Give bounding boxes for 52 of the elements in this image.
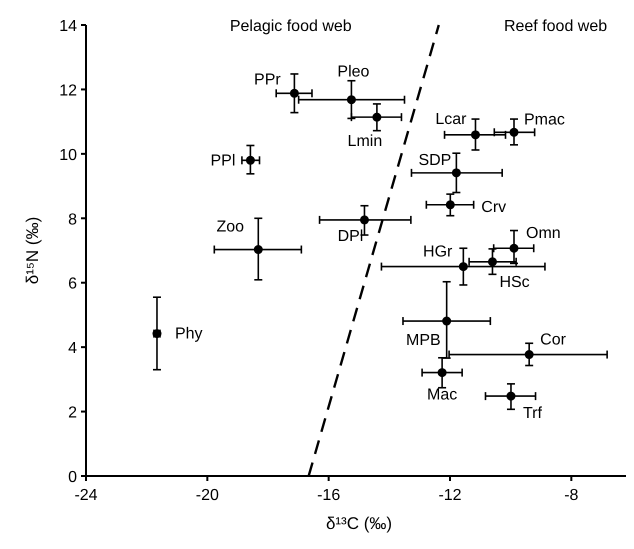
point bbox=[452, 168, 461, 178]
annotation: Phy bbox=[174, 326, 203, 343]
point bbox=[524, 350, 534, 360]
annotation: Lcar bbox=[435, 110, 468, 128]
annotation: Crv bbox=[481, 198, 506, 216]
annotation: HSc bbox=[499, 274, 530, 291]
annotation: Pmac bbox=[524, 111, 565, 128]
point bbox=[506, 392, 516, 401]
point bbox=[346, 95, 356, 104]
x-axis-title: δ¹³C (‰) bbox=[326, 514, 392, 533]
y-tick-label: 2 bbox=[68, 404, 78, 422]
y-tick-label: 8 bbox=[68, 211, 78, 228]
y-tick-label: 4 bbox=[68, 340, 78, 358]
annotation: MPB bbox=[406, 332, 441, 350]
annotation: DPl bbox=[338, 228, 364, 245]
annotation: Pelagic food web bbox=[230, 18, 352, 35]
point bbox=[446, 200, 455, 210]
y-tick-label: 6 bbox=[68, 276, 78, 293]
annotation: Lmin bbox=[348, 133, 382, 150]
y-axis-title: δ¹⁵N (‰) bbox=[23, 216, 42, 284]
x-tick-label: -20 bbox=[196, 487, 219, 504]
point bbox=[442, 316, 452, 326]
point bbox=[488, 257, 497, 266]
x-tick-label: -8 bbox=[564, 487, 579, 504]
point bbox=[510, 244, 519, 253]
y-tick-label: 0 bbox=[68, 469, 78, 486]
point bbox=[372, 112, 382, 122]
annotation: SDP bbox=[418, 152, 452, 169]
annotation: PPl bbox=[210, 152, 236, 170]
point bbox=[246, 156, 255, 165]
annotation: PPr bbox=[254, 71, 282, 88]
y-tick-label: 10 bbox=[59, 146, 78, 164]
point bbox=[510, 128, 519, 137]
x-tick-label: -24 bbox=[74, 487, 98, 504]
annotation: HGr bbox=[423, 244, 454, 261]
annotation: Trf bbox=[522, 405, 542, 422]
annotation: Mac bbox=[426, 386, 458, 404]
x-tick-label: -12 bbox=[438, 487, 462, 504]
annotation: Pleo bbox=[337, 64, 370, 81]
point bbox=[360, 215, 369, 224]
point bbox=[290, 88, 299, 98]
annotation: Reef food web bbox=[504, 18, 608, 35]
annotation: Zoo bbox=[216, 218, 244, 236]
x-tick-label: -16 bbox=[317, 487, 340, 504]
point bbox=[470, 130, 480, 140]
y-tick-label: 14 bbox=[59, 18, 78, 35]
y-tick-label: 12 bbox=[59, 82, 78, 100]
point bbox=[458, 262, 468, 272]
annotation: Omn bbox=[526, 225, 561, 242]
point bbox=[254, 245, 263, 254]
point bbox=[438, 368, 447, 378]
annotation: Cor bbox=[540, 332, 567, 349]
